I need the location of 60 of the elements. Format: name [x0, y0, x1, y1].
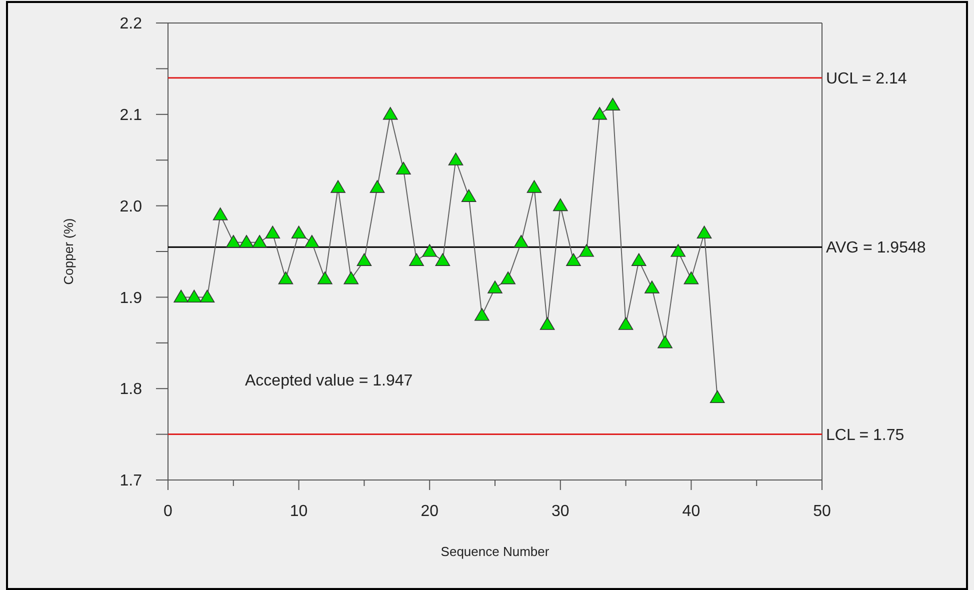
point	[200, 290, 215, 302]
point	[291, 226, 306, 239]
point	[592, 107, 608, 120]
point	[252, 234, 267, 248]
point	[488, 280, 502, 294]
y-tick-label: 2.1	[120, 107, 142, 124]
point	[579, 244, 594, 257]
point	[422, 244, 437, 257]
point	[644, 280, 660, 294]
y-tick-label: 1.7	[120, 472, 142, 490]
point	[670, 244, 686, 257]
y-tick-label: 1.9	[120, 290, 142, 307]
point	[618, 317, 634, 330]
x-axis-title: Sequence Number	[440, 544, 550, 559]
point	[370, 180, 385, 193]
point	[226, 234, 241, 248]
point	[474, 308, 490, 321]
point	[605, 98, 620, 111]
point	[382, 107, 398, 120]
point	[435, 253, 450, 266]
y-tick-label: 2.2	[120, 16, 142, 33]
x-tick-label: 40	[682, 503, 700, 520]
point	[278, 272, 294, 284]
point	[344, 272, 359, 284]
x-tick-label: 20	[420, 503, 439, 520]
x-tick-label: 0	[164, 503, 173, 520]
point	[500, 272, 516, 284]
point	[409, 253, 424, 266]
point	[174, 290, 188, 302]
point	[304, 234, 320, 248]
point	[461, 189, 476, 202]
point	[566, 253, 581, 266]
ref-line-label: LCL = 1.75	[826, 426, 904, 444]
point	[265, 226, 280, 239]
point	[514, 234, 529, 248]
x-tick-label: 30	[552, 503, 570, 520]
point	[553, 198, 568, 212]
ref-line-label: AVG = 1.9548	[826, 240, 926, 257]
x-tick-label: 10	[290, 503, 308, 520]
point	[526, 180, 542, 193]
point	[696, 226, 712, 239]
point	[540, 317, 555, 330]
y-tick-label: 1.8	[120, 381, 142, 398]
point	[330, 180, 346, 193]
point	[448, 152, 464, 166]
point	[318, 272, 332, 284]
y-tick-label: 2.0	[120, 198, 142, 216]
point	[658, 336, 672, 348]
point	[212, 208, 228, 220]
point	[710, 390, 725, 404]
y-axis-title: Copper (%)	[61, 218, 76, 285]
ref-line-label: UCL = 2.14	[826, 70, 907, 88]
annotation: Accepted value = 1.947	[245, 372, 413, 390]
point	[356, 253, 372, 266]
point	[396, 162, 411, 175]
point	[684, 272, 699, 284]
point	[239, 234, 254, 248]
point	[186, 290, 202, 302]
point	[631, 253, 646, 266]
x-tick-label: 50	[813, 503, 831, 520]
